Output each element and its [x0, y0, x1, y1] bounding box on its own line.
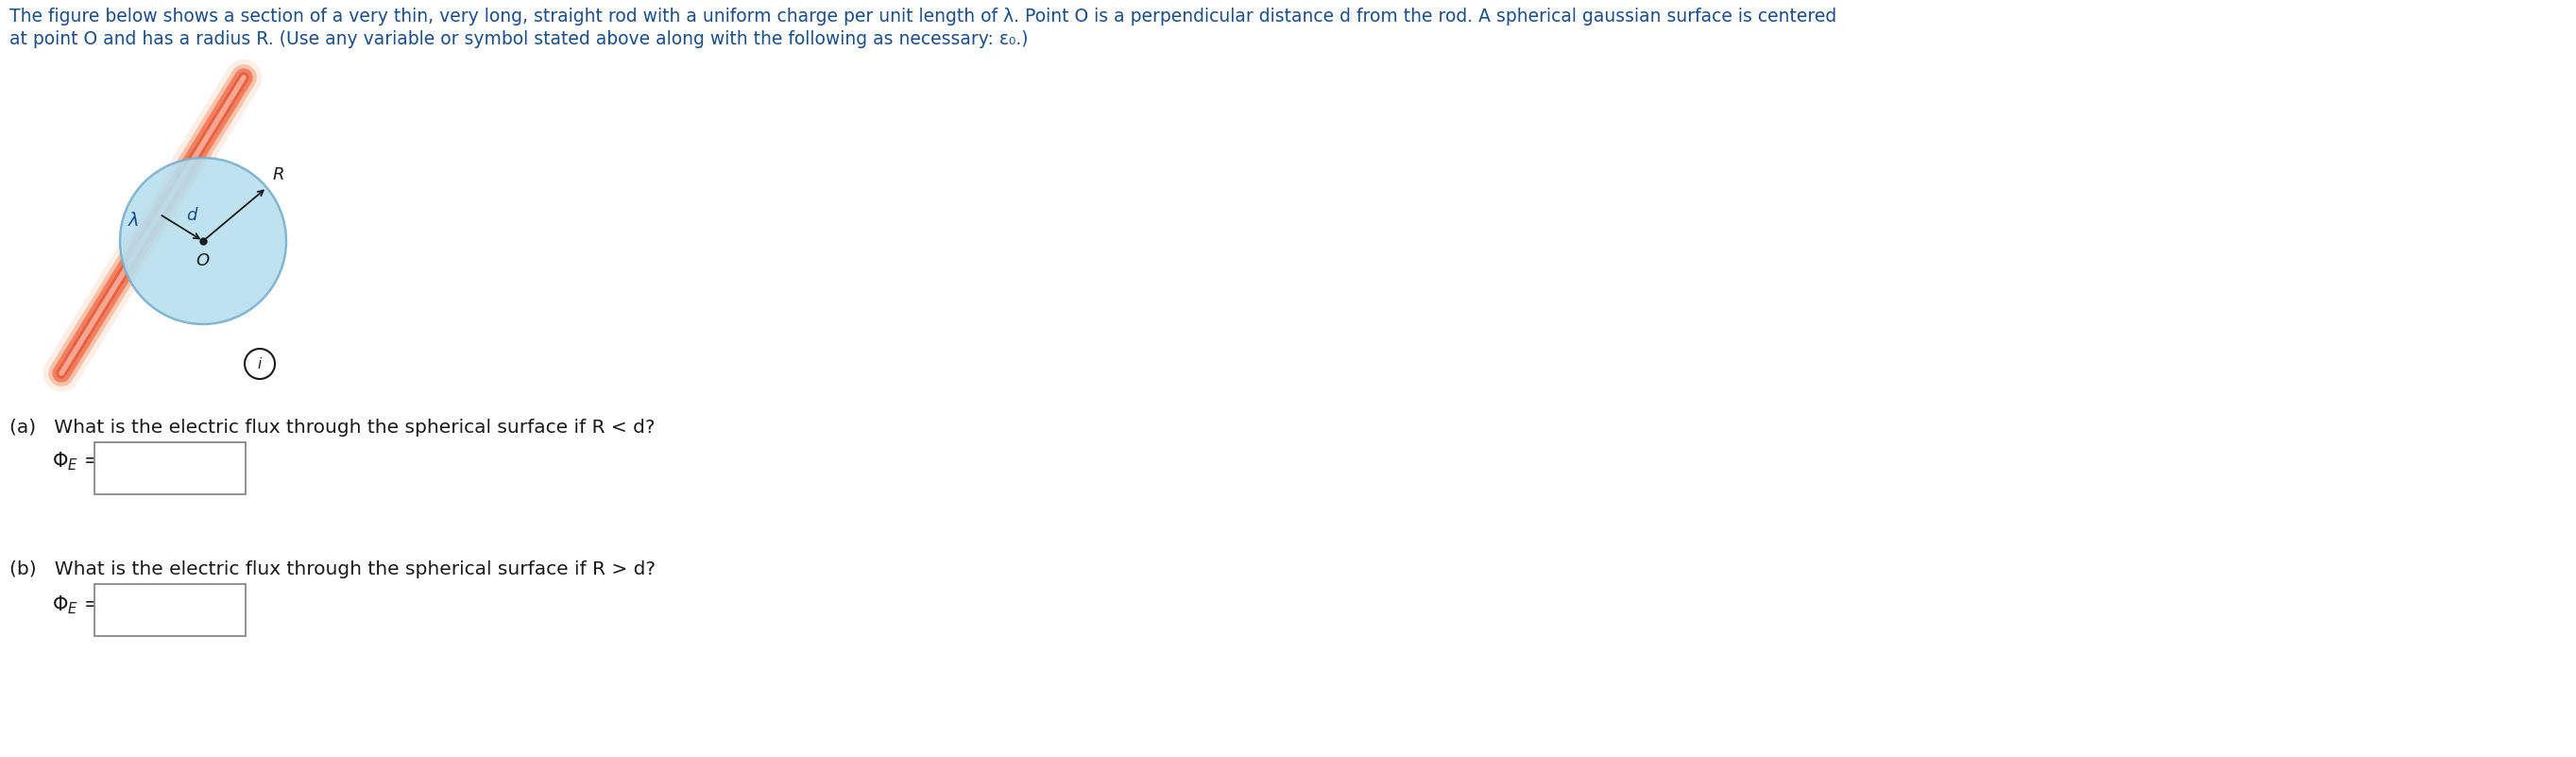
FancyBboxPatch shape: [95, 442, 245, 494]
Text: $d$: $d$: [185, 207, 198, 224]
Text: at point O and has a radius R. (Use any variable or symbol stated above along wi: at point O and has a radius R. (Use any …: [10, 30, 1028, 48]
Text: The figure below shows a section of a very thin, very long, straight rod with a : The figure below shows a section of a ve…: [10, 8, 1837, 26]
Text: $R$: $R$: [273, 167, 283, 184]
Text: $i$: $i$: [258, 357, 263, 372]
Text: $\Phi_E$ =: $\Phi_E$ =: [52, 450, 100, 472]
Text: (b)   What is the electric flux through the spherical surface if R > d?: (b) What is the electric flux through th…: [10, 560, 654, 578]
Circle shape: [121, 157, 286, 324]
Text: (a)   What is the electric flux through the spherical surface if R < d?: (a) What is the electric flux through th…: [10, 419, 654, 437]
Text: $\Phi_E$ =: $\Phi_E$ =: [52, 593, 100, 616]
FancyBboxPatch shape: [95, 584, 245, 636]
Text: $\lambda$: $\lambda$: [129, 212, 139, 229]
Circle shape: [245, 349, 276, 379]
Text: $O$: $O$: [196, 252, 211, 269]
